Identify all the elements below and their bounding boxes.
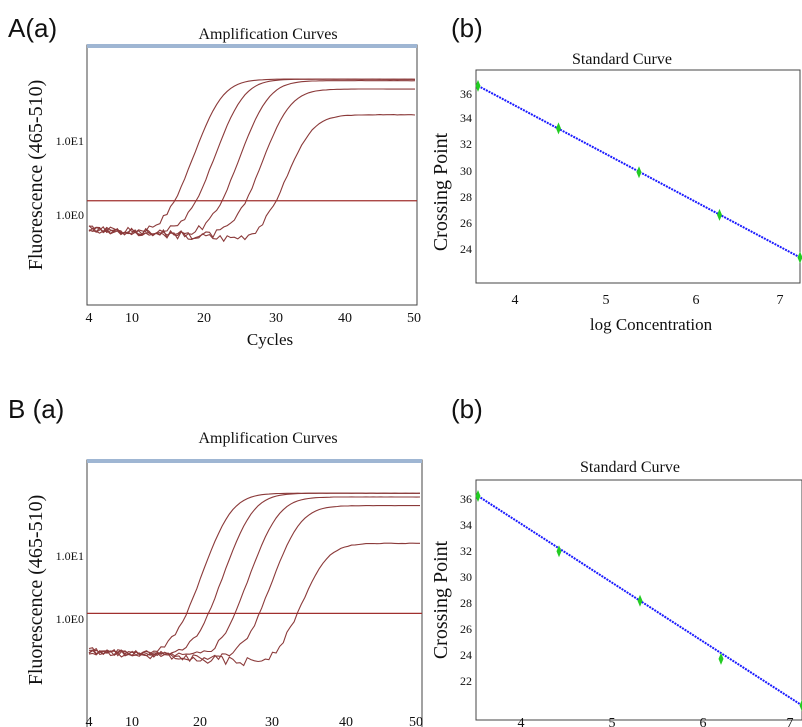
points-group <box>475 490 802 712</box>
standard-point-1 <box>475 490 481 502</box>
plot-frame <box>86 44 418 306</box>
x-tick-label: 30 <box>269 311 283 326</box>
panel-label-B-a: B (a) <box>8 394 64 424</box>
plot-frame <box>86 459 423 727</box>
y-tick-label: 30 <box>460 164 472 178</box>
x-tick-label: 6 <box>700 716 707 727</box>
amplification-curve-5 <box>88 114 416 243</box>
y-tick-label: 1.0E1 <box>56 134 84 148</box>
x-tick-label: 7 <box>777 293 784 308</box>
y-tick-label: 26 <box>460 216 472 230</box>
standard-point-3 <box>636 166 642 179</box>
chart-B-standard-curve: Standard Curve 36 34 32 30 28 26 24 22 4… <box>430 459 802 727</box>
chart-title: Amplification Curves <box>198 430 337 447</box>
curves-group <box>88 78 416 243</box>
x-tick-label: 5 <box>603 293 610 308</box>
y-axis-label: Crossing Point <box>430 540 452 659</box>
amplification-curve-4 <box>88 505 420 662</box>
x-tick-label: 40 <box>339 715 353 727</box>
x-tick-label: 20 <box>197 311 211 326</box>
x-tick-label: 30 <box>265 715 279 727</box>
x-tick-label: 20 <box>193 715 207 727</box>
x-axis-label: log Concentration <box>590 315 713 334</box>
y-tick-label: 1.0E0 <box>56 612 84 626</box>
amplification-curve-5 <box>89 542 420 667</box>
x-tick-label: 40 <box>338 311 352 326</box>
x-tick-label: 10 <box>125 311 139 326</box>
y-tick-label: 22 <box>460 674 472 688</box>
y-tick-label: 36 <box>460 87 472 101</box>
chart-title: Amplification Curves <box>198 26 337 43</box>
standard-point-1 <box>475 79 481 92</box>
chart-title: Standard Curve <box>580 459 680 476</box>
y-axis-label: Fluorescence (465-510) <box>25 495 47 686</box>
x-axis-label: Cycles <box>247 330 293 349</box>
y-tick-label: 32 <box>460 137 472 151</box>
standard-point-5 <box>799 699 802 712</box>
curves-group <box>88 492 421 667</box>
standard-point-4 <box>718 652 724 665</box>
chart-A-amplification: Amplification Curves 1.0E1 1.0E0 4 10 20… <box>25 26 421 349</box>
x-tick-label: 6 <box>693 293 700 308</box>
standard-point-3 <box>637 594 643 607</box>
points-group <box>475 79 802 264</box>
standard-point-2 <box>556 545 562 558</box>
y-tick-label: 34 <box>460 518 472 532</box>
x-tick-label: 4 <box>512 293 519 308</box>
plot-frame-top-bar <box>87 459 422 463</box>
chart-B-amplification: Amplification Curves 1.0E1 1.0E0 4 10 20… <box>25 430 423 727</box>
plot-frame <box>475 69 801 284</box>
chart-title: Standard Curve <box>572 51 672 68</box>
x-tick-label: 4 <box>86 715 93 727</box>
amplification-curve-4 <box>88 88 415 240</box>
y-tick-label: 1.0E0 <box>56 208 84 222</box>
x-tick-label: 50 <box>409 715 423 727</box>
panel-label-A-a: A(a) <box>8 13 57 43</box>
y-tick-label: 36 <box>460 492 472 506</box>
panel-label-A-b: (b) <box>451 13 483 43</box>
y-axis-label: Fluorescence (465-510) <box>25 80 47 271</box>
y-tick-label: 24 <box>460 648 472 662</box>
y-tick-label: 34 <box>460 111 472 125</box>
panel-label-B-b: (b) <box>451 394 483 424</box>
standard-point-2 <box>556 122 561 135</box>
y-axis-label: Crossing Point <box>430 132 452 251</box>
x-tick-label: 10 <box>125 715 139 727</box>
x-tick-label: 5 <box>609 716 616 727</box>
y-tick-label: 24 <box>460 242 472 256</box>
x-tick-label: 4 <box>518 716 525 727</box>
y-tick-label: 26 <box>460 622 472 636</box>
amplification-curve-3 <box>88 496 421 660</box>
x-tick-label: 4 <box>86 311 93 326</box>
y-tick-label: 30 <box>460 570 472 584</box>
y-tick-label: 28 <box>460 190 472 204</box>
x-tick-label: 50 <box>407 311 421 326</box>
y-tick-label: 28 <box>460 596 472 610</box>
y-tick-label: 1.0E1 <box>56 549 84 563</box>
plot-frame-top-bar <box>87 44 417 48</box>
standard-point-5 <box>797 251 802 264</box>
chart-A-standard-curve: Standard Curve 36 34 32 30 28 26 24 4 5 … <box>430 51 802 334</box>
x-tick-label: 7 <box>787 716 794 727</box>
standard-point-4 <box>717 208 722 221</box>
y-tick-label: 32 <box>460 544 472 558</box>
standard-fit-line <box>477 84 801 259</box>
